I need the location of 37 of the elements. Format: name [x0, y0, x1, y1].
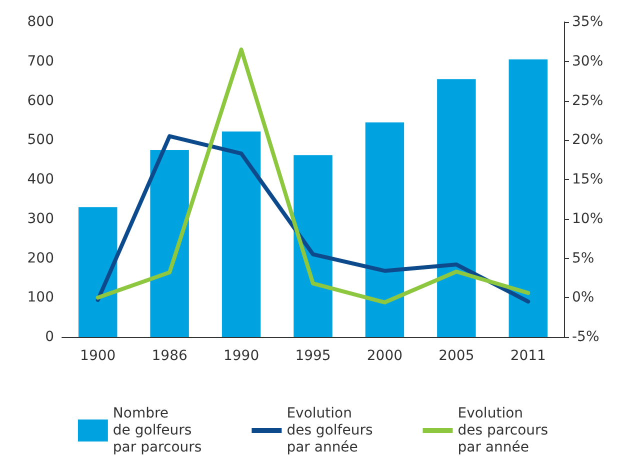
y-tick-label: 300	[27, 210, 54, 227]
y2-tick-label: 20%	[572, 132, 604, 148]
y2-tick-label: 25%	[572, 92, 604, 109]
y-tick-label: 0	[45, 329, 54, 345]
y-tick-label: 700	[27, 53, 54, 70]
x-tick-label: 1900	[80, 348, 116, 364]
y2-tick-label: 10%	[572, 210, 604, 227]
bar	[365, 122, 404, 337]
x-tick-label: 1986	[152, 348, 188, 364]
x-tick-label: 1990	[223, 348, 260, 364]
line-series	[96, 134, 530, 304]
y2-tick-label: 30%	[572, 53, 604, 70]
y-tick-label: 500	[27, 132, 54, 148]
bar	[78, 207, 118, 337]
y2-tick-label: -5%	[572, 329, 600, 345]
x-tick-label: 2000	[366, 348, 403, 364]
x-tick-label: 1995	[295, 348, 331, 364]
legend-label: Evolution des parcours par année	[458, 406, 548, 456]
y-tick-label: 200	[27, 250, 54, 266]
x-tick-label: 2005	[438, 348, 474, 364]
y2-tick-label: 5%	[572, 250, 594, 266]
line-series	[96, 48, 530, 304]
y-tick-label: 400	[27, 172, 54, 188]
y-tick-label: 800	[27, 14, 54, 30]
x-tick-label: 2011	[510, 348, 546, 364]
bar	[437, 79, 476, 337]
bar	[150, 150, 189, 337]
y-tick-label: 100	[27, 290, 54, 306]
y2-tick-label: 35%	[572, 14, 604, 30]
bar	[294, 155, 332, 337]
legend-label: Evolution des golfeurs par année	[286, 406, 373, 456]
y2-tick-label: 0%	[572, 290, 594, 306]
legend-label: Nombre de golfeurs par parcours	[112, 406, 202, 456]
y-tick-label: 600	[27, 92, 54, 109]
bar	[222, 131, 261, 337]
y2-tick-label: 15%	[572, 172, 604, 188]
bar	[508, 59, 548, 337]
